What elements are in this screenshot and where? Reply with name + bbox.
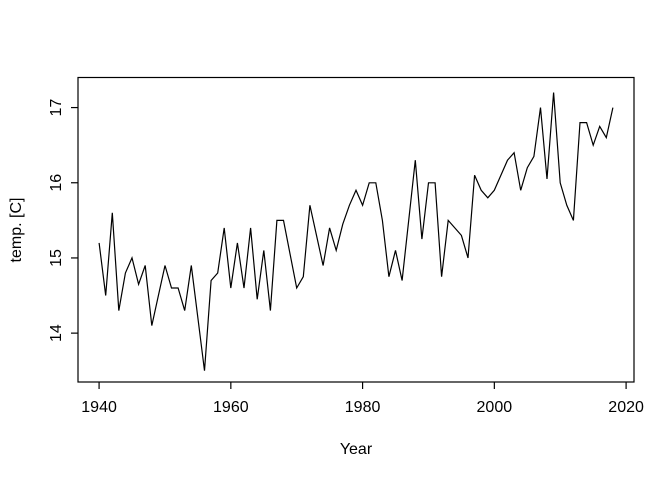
x-tick-label: 2020 <box>608 399 644 416</box>
x-tick-label: 2000 <box>477 399 513 416</box>
temperature-line <box>98 92 614 371</box>
x-tick-label: 1980 <box>345 399 381 416</box>
y-axis-title: temp. [C] <box>8 197 25 263</box>
x-tick-label: 1940 <box>81 399 117 416</box>
plot-border <box>77 76 635 383</box>
y-tick-label: 14 <box>48 324 65 342</box>
x-tick-label: 1960 <box>213 399 249 416</box>
y-tick-label: 17 <box>48 99 65 117</box>
y-tick-label: 15 <box>48 249 65 267</box>
x-axis-title: Year <box>339 441 373 458</box>
y-tick-label: 16 <box>48 174 65 192</box>
